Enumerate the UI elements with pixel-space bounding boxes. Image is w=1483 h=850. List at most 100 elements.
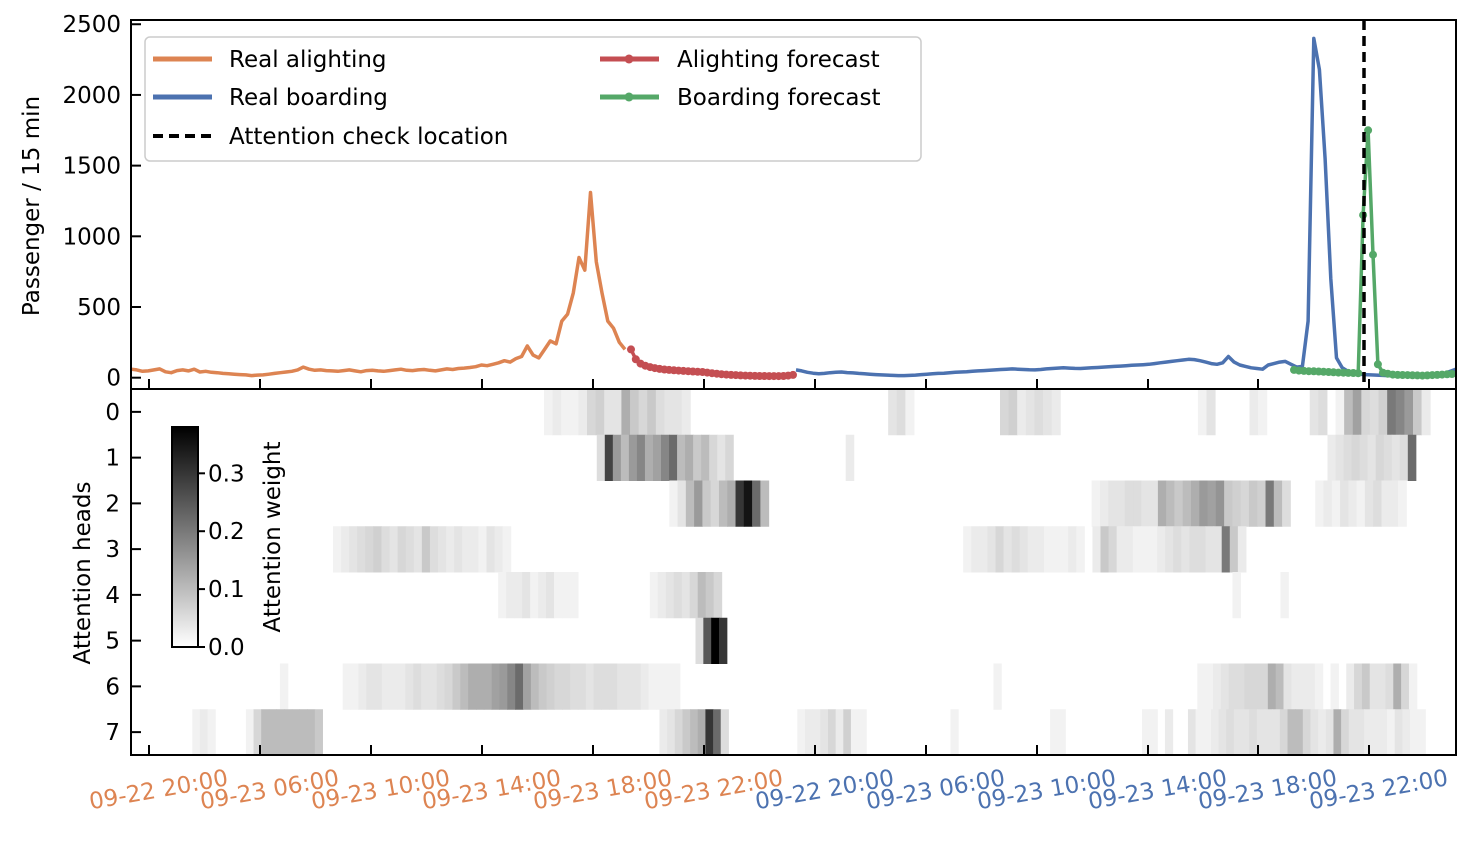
heatmap-cell	[971, 526, 980, 573]
heatmap-cell	[405, 526, 415, 573]
heatmap-cell	[1279, 709, 1288, 756]
forecast-point-alighting-forecast	[789, 370, 797, 379]
heatmap-cell	[694, 480, 703, 527]
heatmap-cell	[284, 709, 293, 756]
colorbar-gradient	[171, 426, 199, 648]
heatmap-cell	[365, 526, 374, 573]
heatmap-cell	[649, 572, 659, 619]
heatmap-cell	[659, 709, 668, 756]
heatmap-cell	[685, 480, 695, 527]
heatmap-cell	[494, 526, 504, 573]
heatmap-cell	[279, 663, 289, 710]
heatmap-cell	[644, 434, 654, 481]
heatmap-cell	[1252, 663, 1261, 710]
heatmap-cell	[612, 389, 622, 436]
colorbar-tick-label: 0.3	[208, 461, 245, 487]
top-ytick-label: 2500	[62, 12, 121, 38]
heatmap-cell	[664, 663, 673, 710]
heatmap-cell	[661, 434, 670, 481]
heatmap-cell	[578, 389, 588, 436]
heatmap-cell	[405, 663, 414, 710]
heatmap-cell	[1373, 480, 1382, 527]
heatmap-cell	[1385, 663, 1394, 710]
heatmap-cell	[1310, 709, 1319, 756]
heatmap-cell	[648, 663, 657, 710]
heatmap-cell	[1335, 389, 1345, 436]
colorbar-label: Attention weight	[260, 441, 286, 632]
top-ytick-label: 2000	[62, 83, 121, 109]
heatmap-cell	[381, 526, 391, 573]
heatmap-cell	[671, 663, 681, 710]
heatmap-cell	[1273, 480, 1283, 527]
heatmap-cell	[1220, 663, 1230, 710]
forecast-point-alighting-forecast	[627, 345, 635, 354]
heatmap-cell	[1291, 663, 1300, 710]
heatmap-cell	[1213, 526, 1223, 573]
heatmap-cell	[207, 709, 216, 756]
bottom-ylabel: Attention heads	[70, 482, 96, 665]
heatmap-cell	[261, 709, 270, 756]
heatmap-cell	[1197, 526, 1207, 573]
heatmap-cell	[546, 663, 555, 710]
heatmap-cell	[993, 663, 1002, 710]
heatmap-cell	[1034, 389, 1044, 436]
heatmap-cell	[357, 526, 366, 573]
heatmap-cell	[665, 572, 675, 619]
heatmap-cell	[1361, 389, 1371, 436]
heatmap-cell	[1407, 434, 1417, 481]
heatmap-cell	[1108, 480, 1117, 527]
colorbar-tick-label: 0.0	[208, 635, 245, 661]
heatmap-cell	[1232, 572, 1241, 619]
heatmap-cell	[1371, 709, 1380, 756]
heatmap-cell	[1377, 663, 1386, 710]
heatmap-cell	[624, 663, 634, 710]
heatmap-cell	[843, 709, 852, 756]
heatmap-cell	[727, 480, 737, 527]
heatmap-cell	[253, 709, 262, 756]
heatmap-cell	[1348, 709, 1357, 756]
heatmap-cell	[752, 480, 761, 527]
heatmap-cell	[554, 572, 563, 619]
heatmap-cell	[647, 389, 657, 436]
heatmap-cell	[429, 526, 439, 573]
heatmap-cell	[1221, 526, 1231, 573]
heatmap-cell	[199, 709, 209, 756]
heatmap-cell	[421, 663, 430, 710]
heatmap-cell	[350, 663, 359, 710]
heatmap-cell	[1092, 526, 1102, 573]
heatmap-cell	[612, 434, 622, 481]
heatmap-cell	[498, 572, 507, 619]
heatmap-cell	[963, 526, 972, 573]
legend-box	[144, 36, 922, 162]
heatmap-cell	[483, 663, 493, 710]
heatmap-cell	[1057, 709, 1066, 756]
heatmap-cell	[995, 526, 1005, 573]
heatmap-cell	[1043, 526, 1053, 573]
heatmap-cell	[1233, 709, 1243, 756]
top-ytick-label: 1500	[62, 154, 121, 180]
heatmap-cell	[413, 526, 423, 573]
heatmap-cell	[342, 663, 352, 710]
heatmap-cell	[1340, 480, 1349, 527]
heatmap-cell	[1212, 663, 1222, 710]
heatmap-cell	[593, 663, 602, 710]
head-tick-label: 7	[105, 720, 120, 746]
heatmap-cell	[667, 709, 676, 756]
heatmap-cell	[669, 434, 678, 481]
heatmap-cell	[804, 709, 814, 756]
heatmap-cell	[452, 663, 461, 710]
heatmap-cell	[1359, 434, 1369, 481]
heatmap-cell	[609, 663, 618, 710]
heatmap-cell	[604, 434, 614, 481]
heatmap-cell	[1099, 480, 1109, 527]
heatmap-cell	[1364, 480, 1374, 527]
heatmap-cell	[569, 389, 579, 436]
heatmap-cell	[341, 526, 350, 573]
heatmap-cell	[1287, 709, 1296, 756]
heatmap-cell	[413, 663, 422, 710]
heatmap-cell	[1408, 663, 1418, 710]
heatmap-cell	[570, 572, 579, 619]
head-tick-label: 2	[105, 491, 120, 517]
heatmap-cell	[905, 389, 915, 436]
